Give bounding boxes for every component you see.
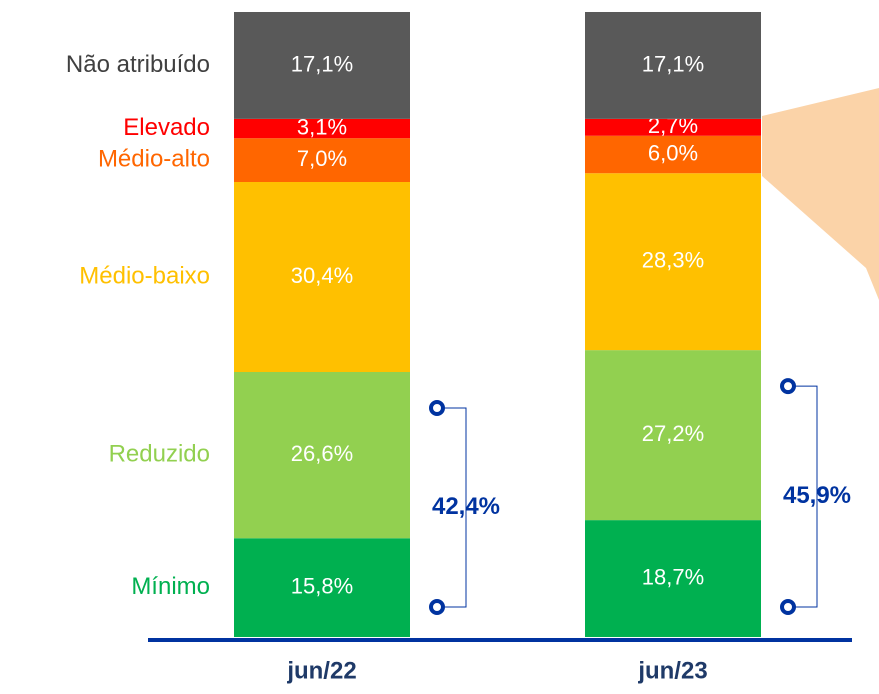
x-tick-label: jun/23 [637,657,707,684]
value-label: 30,4% [291,263,353,288]
series-label: Mínimo [131,573,210,600]
series-label: Não atribuído [66,51,210,78]
series-label: Médio-baixo [79,262,210,289]
bar-segment [234,118,410,139]
value-label: 17,1% [642,51,704,76]
value-label: 17,1% [291,51,353,76]
series-label: Reduzido [109,440,210,467]
bar-segment [234,538,410,637]
value-label: 27,2% [642,421,704,446]
bracket-end [429,400,445,416]
annotation: 42,4% [432,493,500,520]
bar-segment [234,182,410,372]
bar-segment [234,138,410,182]
bar-segment [585,12,761,119]
value-label: 26,6% [291,441,353,466]
value-label: 15,8% [291,573,353,598]
value-label: 6,0% [648,140,698,165]
bar-segment [585,118,761,136]
bracket-end [780,599,796,615]
series-label: Médio-alto [98,145,210,172]
bar-segment [585,350,761,521]
callout [762,88,879,300]
x-tick-label: jun/22 [286,657,356,684]
bar-segment [585,135,761,174]
value-label: 7,0% [297,146,347,171]
value-label: 18,7% [642,564,704,589]
bar-segment [234,12,410,119]
bracket [437,407,467,608]
series-label: Elevado [123,114,210,141]
bar-segment [234,372,410,539]
bracket [788,385,818,608]
bracket-end [429,599,445,615]
annotation: 45,9% [783,482,851,509]
bar-segment [585,173,761,351]
bracket-end [780,378,796,395]
bar-segment [585,520,761,637]
value-label: 28,3% [642,248,704,273]
